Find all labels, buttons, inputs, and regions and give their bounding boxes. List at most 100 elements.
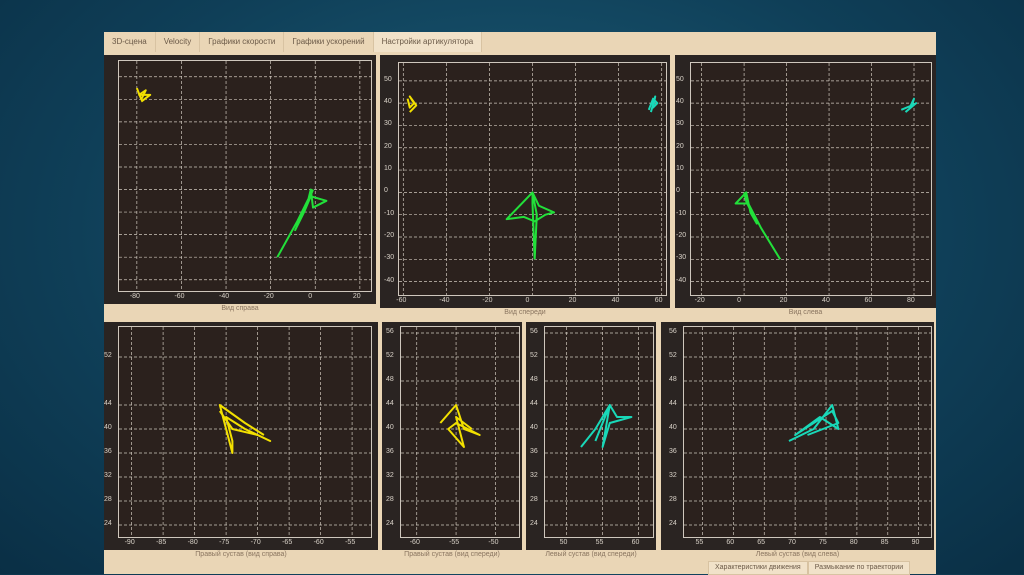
y-tick-label: 40 [386, 424, 394, 431]
chart-plot [398, 62, 667, 296]
chart-panel: -60 -55 -50 56 52 48 44 40 36 32 28 24 [382, 322, 522, 550]
chart-plot [118, 326, 372, 538]
chart-caption: Левый сустав (вид слева) [755, 551, 840, 558]
x-tick-label: -60 [409, 539, 420, 546]
x-tick-label: 0 [308, 293, 313, 300]
chart-svg [401, 327, 519, 537]
app-window: 3D-сцена Velocity Графики скорости Графи… [104, 32, 936, 575]
x-tick-label: 55 [695, 539, 704, 546]
y-tick-label: 30 [384, 120, 392, 128]
x-tick-label: 0 [737, 297, 741, 304]
y-tick-label: 56 [530, 328, 538, 335]
x-tick-label: 60 [726, 539, 735, 546]
chart-svg [545, 327, 653, 537]
y-tick-label: 32 [669, 472, 677, 479]
y-tick-label: 52 [104, 352, 112, 359]
x-tick-label: 85 [880, 539, 889, 546]
y-tick-label: 24 [386, 520, 394, 527]
y-tick-label: 10 [676, 165, 684, 173]
x-tick-label: -60 [174, 293, 185, 300]
y-tick-label: 10 [384, 165, 392, 173]
y-tick-label: -30 [676, 254, 687, 262]
chart-caption: Вид спереди [504, 309, 546, 316]
y-tick-label: 44 [669, 400, 677, 407]
tab-acceleration-charts[interactable]: Графики ускорений [284, 32, 374, 52]
y-tick-label: 24 [104, 520, 112, 527]
y-tick-label: -10 [384, 209, 395, 217]
y-tick-label: 32 [104, 472, 112, 479]
x-tick-label: 20 [568, 297, 577, 304]
x-tick-label: -40 [219, 293, 230, 300]
y-tick-label: 28 [104, 496, 112, 503]
chart-svg [119, 327, 371, 537]
y-tick-label: 28 [386, 496, 394, 503]
x-tick-label: -60 [313, 539, 324, 546]
y-tick-label: 36 [104, 448, 112, 455]
y-tick-label: 28 [669, 496, 677, 503]
x-tick-label: 65 [757, 539, 766, 546]
x-tick-label: -90 [124, 539, 135, 546]
bottom-tab-bar: Характеристики движения Размыкание по тр… [708, 561, 911, 575]
y-tick-label: -20 [384, 232, 395, 239]
chart-panel: -60 -40 -20 0 20 40 60 50 40 30 20 10 0 -10 -20 -30 -40 [380, 55, 670, 308]
y-tick-label: 40 [669, 424, 677, 431]
yellow-trajectory [439, 404, 481, 448]
yellow-trajectory [218, 404, 272, 454]
x-tick-label: 40 [611, 297, 620, 304]
y-tick-label: 52 [669, 352, 677, 359]
y-tick-label: 30 [676, 120, 684, 128]
y-tick-label: 32 [530, 472, 538, 479]
x-tick-label: -60 [396, 297, 407, 304]
y-tick-label: 52 [386, 352, 394, 359]
y-tick-label: 32 [386, 472, 394, 479]
y-tick-label: 20 [676, 142, 684, 150]
tab-trajectory-opening[interactable]: Размыкание по траектории [807, 561, 911, 575]
x-tick-label: 60 [864, 297, 873, 304]
cyan-trajectory [647, 95, 659, 113]
y-tick-label: 24 [530, 520, 538, 527]
x-tick-label: -80 [187, 539, 198, 546]
x-tick-label: 50 [559, 539, 568, 546]
cyan-trajectory [900, 97, 918, 113]
chart-panel: -20 0 20 40 60 80 50 40 30 20 10 0 -10 -20 -30 -40 [675, 55, 936, 308]
green-trajectory [276, 188, 328, 258]
tab-bar: 3D-сцена Velocity Графики скорости Графи… [104, 32, 483, 52]
y-tick-label: 56 [669, 328, 677, 335]
x-tick-label: 60 [654, 297, 663, 304]
chart-svg [399, 63, 666, 295]
tab-speed-charts[interactable]: Графики скорости [200, 32, 285, 52]
chart-plot [400, 326, 520, 538]
tab-articulator-settings[interactable]: Настройки артикулятора [373, 32, 483, 52]
x-tick-label: 80 [907, 297, 915, 304]
chart-panel: -90 -85 -80 -75 -70 -65 -60 -55 52 44 40 36 32 28 24 [104, 322, 378, 550]
y-tick-label: 40 [676, 98, 684, 106]
tab-velocity[interactable]: Velocity [156, 32, 201, 52]
chart-panel: 50 55 60 56 52 48 44 40 36 32 28 24 [526, 322, 656, 550]
chart-svg [119, 61, 371, 291]
cyan-trajectory [788, 404, 840, 442]
x-tick-label: -55 [449, 539, 460, 546]
y-tick-label: 40 [384, 98, 392, 106]
y-tick-label: 24 [669, 520, 677, 527]
y-tick-label: 44 [530, 400, 538, 407]
chart-plot [544, 326, 654, 538]
y-tick-label: 44 [104, 400, 112, 407]
chart-caption: Вид справа [221, 305, 259, 312]
y-tick-label: 48 [386, 376, 394, 383]
y-tick-label: 0 [676, 187, 680, 195]
x-tick-label: -50 [488, 539, 499, 546]
chart-caption: Вид слева [788, 309, 823, 316]
x-tick-label: -40 [439, 297, 450, 304]
x-tick-label: 55 [595, 539, 604, 546]
tab-3d-scene[interactable]: 3D-сцена [104, 32, 156, 52]
x-tick-label: -70 [250, 539, 261, 546]
y-tick-label: 28 [530, 496, 538, 503]
yellow-trajectory [406, 95, 418, 113]
x-tick-label: -55 [345, 539, 356, 546]
chart-panel: 55 60 65 70 75 80 85 90 56 52 48 44 40 36 32 28 24 [661, 322, 934, 550]
x-tick-label: 60 [631, 539, 640, 546]
y-tick-label: 50 [676, 75, 684, 83]
y-tick-label: 40 [530, 424, 538, 431]
tab-motion-characteristics[interactable]: Характеристики движения [708, 561, 808, 575]
x-tick-label: 75 [819, 539, 827, 546]
